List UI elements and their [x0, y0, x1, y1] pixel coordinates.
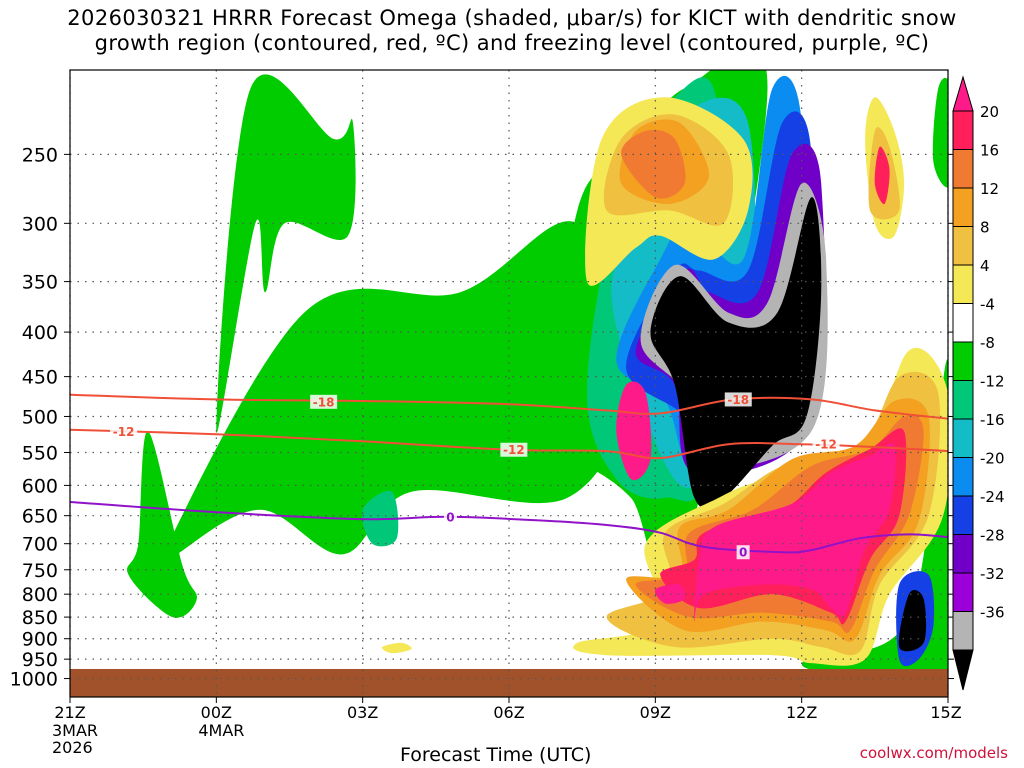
contour-label-1-0: -12 — [113, 425, 135, 439]
contour-label-1-2: -12 — [815, 438, 837, 452]
colorbar-swatch-9 — [952, 457, 974, 497]
colorbar-label--4: -4 — [980, 296, 995, 314]
colorbar-label-8: 8 — [980, 219, 990, 237]
y-tick-label-250: 250 — [22, 144, 58, 166]
x-tick-label-03Z: 03Z — [347, 703, 378, 722]
colorbar-label--24: -24 — [980, 488, 1005, 506]
colorbar-swatch-2 — [952, 187, 974, 227]
y-tick-label-650: 650 — [22, 506, 58, 528]
contour-label-bg — [724, 392, 752, 407]
x-tick-label-00Z: 00Z — [201, 703, 232, 722]
omega-region->20-31 — [694, 442, 896, 623]
y-tick-label-300: 300 — [22, 213, 58, 235]
colorbar-label--8: -8 — [980, 334, 995, 352]
y-tick-label-550: 550 — [22, 443, 58, 465]
colorbar-swatch-0 — [952, 110, 974, 150]
colorbar-swatch-13 — [952, 611, 974, 651]
omega-region-20-30 — [874, 146, 890, 205]
colorbar-label-16: 16 — [980, 142, 999, 160]
chart-title-line-2: growth region (contoured, red, ºC) and f… — [94, 31, 930, 55]
omega-region->20-32 — [616, 381, 652, 481]
omega-region--8-5 — [932, 77, 948, 188]
colorbar-swatch-5 — [952, 303, 974, 343]
omega-region--36-13 — [650, 197, 822, 509]
colorbar-swatch-8 — [952, 418, 974, 458]
contour-label-0-1: -18 — [727, 393, 749, 407]
contour-line-2 — [70, 501, 948, 554]
y-tick-label-800: 800 — [22, 584, 58, 606]
x-tick-sublabel-2026: 2026 — [52, 738, 93, 757]
y-tick-label-600: 600 — [22, 475, 58, 497]
contour-label-bg — [443, 509, 457, 524]
contour-label-2-1: 0 — [739, 546, 747, 560]
contour-label-bg — [736, 545, 750, 560]
colorbar-swatch-6 — [952, 341, 974, 381]
colorbar-bottom-arrow — [952, 649, 974, 691]
contour-line-0 — [70, 393, 948, 420]
y-tick-label-850: 850 — [22, 607, 58, 629]
colorbar-top-arrow — [952, 75, 974, 112]
colorbar-swatch-11 — [952, 534, 974, 574]
surface-terrain-layer — [70, 668, 948, 697]
y-tick-label-400: 400 — [22, 322, 58, 344]
x-tick-sublabel-3MAR: 3MAR — [52, 721, 98, 740]
contour-label-2-0: 0 — [446, 510, 454, 524]
x-tick-label-12Z: 12Z — [786, 703, 817, 722]
y-tick-label-350: 350 — [22, 272, 58, 294]
contour-label-1-1: -12 — [503, 443, 525, 457]
y-tick-label-450: 450 — [22, 367, 58, 389]
colorbar-label--12: -12 — [980, 373, 1005, 391]
contour-label-bg — [500, 442, 528, 457]
omega-region--36-17 — [898, 590, 927, 652]
chart-title-line-1: 2026030321 HRRR Forecast Omega (shaded, … — [67, 6, 957, 30]
x-tick-label-09Z: 09Z — [640, 703, 671, 722]
colorbar-label-12: 12 — [980, 180, 999, 198]
colorbar-label--28: -28 — [980, 527, 1005, 545]
x-axis-title: Forecast Time (UTC) — [400, 744, 592, 766]
colorbar-label--36: -36 — [980, 604, 1005, 622]
y-tick-label-950: 950 — [22, 649, 58, 671]
y-tick-label-1000: 1000 — [10, 669, 58, 691]
omega-region-16-27 — [621, 129, 686, 199]
y-tick-label-750: 750 — [22, 560, 58, 582]
credit-link[interactable]: coolwx.com/models — [859, 744, 1008, 762]
colorbar-label--16: -16 — [980, 411, 1005, 429]
omega-region--8-0 — [141, 221, 627, 599]
colorbar-swatch-12 — [952, 572, 974, 612]
omega-region--8-3 — [127, 431, 198, 618]
x-tick-sublabel-4MAR: 4MAR — [198, 721, 244, 740]
y-tick-label-500: 500 — [22, 406, 58, 428]
omega-region-4-21 — [381, 642, 412, 654]
y-tick-label-900: 900 — [22, 629, 58, 651]
contour-label-bg — [110, 424, 138, 439]
colorbar-label--20: -20 — [980, 450, 1005, 468]
colorbar-swatch-1 — [952, 149, 974, 189]
colorbar-swatch-3 — [952, 226, 974, 266]
colorbar-label-20: 20 — [980, 103, 999, 121]
x-tick-label-15Z: 15Z — [930, 703, 961, 722]
colorbar-swatch-4 — [952, 264, 974, 304]
omega-region--8-2 — [216, 74, 356, 434]
colorbar-label-4: 4 — [980, 257, 990, 275]
contour-label-bg — [812, 437, 840, 452]
x-tick-label-21Z: 21Z — [54, 703, 85, 722]
colorbar-label--32: -32 — [980, 565, 1005, 583]
contour-label-bg — [310, 394, 338, 409]
contour-label-0-0: -18 — [313, 395, 335, 409]
colorbar-swatch-10 — [952, 495, 974, 535]
x-tick-label-06Z: 06Z — [493, 703, 524, 722]
colorbar-swatch-7 — [952, 380, 974, 420]
y-tick-label-700: 700 — [22, 534, 58, 556]
